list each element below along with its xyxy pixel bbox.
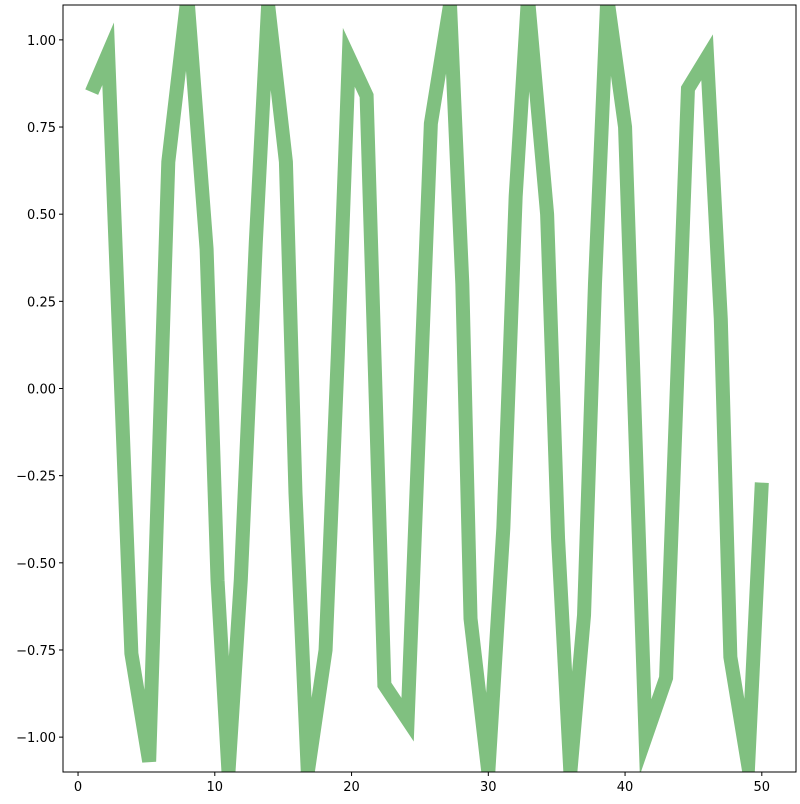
x-tick-label: 10 <box>207 780 224 795</box>
x-tick-label: 40 <box>617 780 634 795</box>
y-tick-label: −1.00 <box>16 731 56 746</box>
y-tick-label: 0.75 <box>27 121 56 136</box>
x-tick-label: 20 <box>343 780 360 795</box>
line <box>85 5 769 772</box>
y-tick-label: 0.50 <box>27 208 56 223</box>
x-tick-label: 30 <box>480 780 497 795</box>
y-tick-label: 1.00 <box>27 34 56 49</box>
y-tick-label: −0.25 <box>16 470 56 485</box>
y-tick-label: 0.25 <box>27 295 56 310</box>
y-tick-label: −0.75 <box>16 644 56 659</box>
y-tick-label: −0.50 <box>16 557 56 572</box>
x-tick-label: 0 <box>74 780 82 795</box>
x-tick-label: 50 <box>754 780 771 795</box>
y-tick-label: 0.00 <box>27 383 56 398</box>
